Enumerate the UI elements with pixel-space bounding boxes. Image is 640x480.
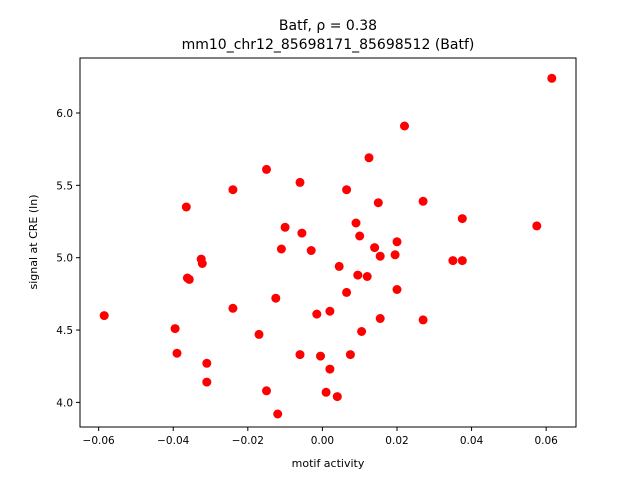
chart-subtitle: mm10_chr12_85698171_85698512 (Batf) bbox=[182, 37, 475, 53]
y-tick-label: 6.0 bbox=[56, 108, 73, 120]
data-point-1 bbox=[170, 324, 180, 334]
plot-frame bbox=[79, 57, 577, 428]
data-point-2 bbox=[172, 348, 182, 358]
data-point-23 bbox=[312, 309, 322, 319]
data-point-30 bbox=[342, 185, 352, 195]
x-tick-label: 0.06 bbox=[534, 435, 558, 447]
data-point-16 bbox=[273, 409, 283, 419]
data-point-44 bbox=[392, 237, 402, 247]
data-point-42 bbox=[375, 314, 385, 323]
data-point-21 bbox=[295, 350, 305, 360]
chart-title: Batf, ρ = 0.38 bbox=[279, 18, 377, 34]
data-point-26 bbox=[325, 306, 335, 316]
data-point-22 bbox=[306, 246, 316, 255]
data-point-27 bbox=[325, 364, 335, 374]
data-point-50 bbox=[457, 214, 467, 224]
data-point-25 bbox=[321, 387, 331, 397]
data-point-5 bbox=[184, 274, 194, 284]
x-axis: −0.06 −0.04 −0.02 0.00 0.02 0.04 0.06 bbox=[83, 427, 558, 447]
data-point-35 bbox=[355, 231, 365, 241]
data-point-19 bbox=[295, 177, 305, 187]
y-tick-label: 5.5 bbox=[56, 180, 73, 192]
data-point-41 bbox=[375, 251, 385, 261]
data-point-0 bbox=[99, 311, 109, 321]
data-point-15 bbox=[271, 293, 281, 303]
data-point-29 bbox=[334, 261, 344, 271]
data-point-45 bbox=[392, 285, 402, 294]
y-tick-label: 4.0 bbox=[56, 397, 73, 409]
data-point-49 bbox=[448, 256, 458, 266]
x-tick-label: −0.06 bbox=[83, 435, 115, 447]
data-point-31 bbox=[342, 287, 352, 297]
data-point-37 bbox=[362, 272, 372, 281]
data-point-7 bbox=[197, 259, 207, 268]
data-point-33 bbox=[351, 218, 361, 228]
data-point-28 bbox=[332, 392, 342, 402]
x-tick-label: 0.04 bbox=[460, 435, 484, 447]
x-tick-label: 0.02 bbox=[385, 435, 408, 447]
y-axis: 4.0 4.5 5.0 5.5 6.0 bbox=[56, 108, 80, 409]
x-axis-label: motif activity bbox=[292, 457, 365, 470]
data-point-9 bbox=[202, 377, 212, 387]
data-point-51 bbox=[457, 256, 467, 266]
points-layer bbox=[99, 73, 557, 419]
data-point-46 bbox=[400, 121, 409, 131]
data-point-17 bbox=[276, 244, 286, 254]
x-tick-label: −0.04 bbox=[157, 435, 189, 447]
data-point-53 bbox=[547, 73, 557, 83]
y-tick-label: 4.5 bbox=[56, 325, 73, 337]
data-point-40 bbox=[373, 198, 383, 208]
data-point-8 bbox=[202, 358, 212, 368]
data-point-3 bbox=[181, 202, 191, 212]
x-tick-label: −0.02 bbox=[232, 435, 264, 447]
data-point-14 bbox=[262, 386, 271, 396]
data-point-39 bbox=[370, 243, 380, 253]
x-tick-label: 0.00 bbox=[311, 435, 334, 447]
data-point-34 bbox=[353, 270, 363, 280]
data-point-43 bbox=[390, 250, 400, 260]
data-point-36 bbox=[357, 327, 367, 336]
data-point-10 bbox=[228, 185, 238, 195]
data-point-13 bbox=[262, 164, 271, 174]
data-point-48 bbox=[418, 315, 428, 325]
data-point-52 bbox=[532, 221, 542, 231]
y-tick-label: 5.0 bbox=[56, 253, 73, 265]
data-point-11 bbox=[228, 303, 238, 313]
data-point-47 bbox=[418, 196, 428, 206]
data-point-32 bbox=[345, 350, 355, 360]
data-point-24 bbox=[316, 351, 325, 361]
data-point-20 bbox=[297, 228, 307, 238]
y-axis-label: signal at CRE (ln) bbox=[27, 195, 40, 290]
data-point-38 bbox=[364, 153, 374, 163]
data-point-18 bbox=[280, 222, 290, 232]
data-point-12 bbox=[254, 329, 264, 339]
